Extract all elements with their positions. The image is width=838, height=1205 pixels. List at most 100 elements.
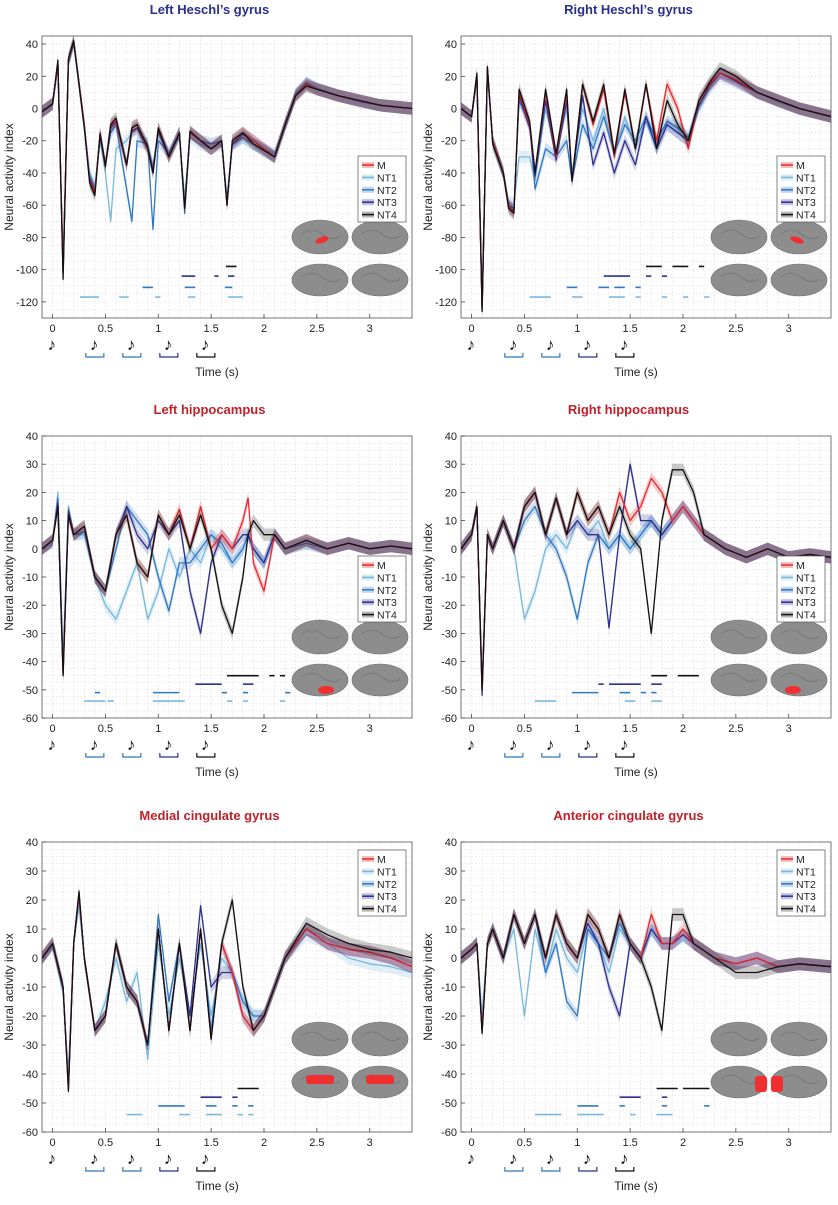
brain-sulcus bbox=[720, 1074, 760, 1084]
note-icon: ♪ bbox=[620, 735, 629, 754]
x-tick-label: 0 bbox=[469, 1137, 475, 1149]
x-tick-label: 2.5 bbox=[728, 323, 743, 335]
note-icon: ♪ bbox=[90, 735, 99, 754]
legend-box bbox=[776, 155, 826, 223]
series-line-NT4 bbox=[461, 913, 831, 1035]
roi-marker bbox=[306, 1075, 334, 1084]
y-tick-label: -60 bbox=[22, 713, 38, 725]
note-bracket bbox=[541, 353, 561, 358]
y-tick-label: -40 bbox=[22, 168, 38, 180]
brain-view bbox=[351, 619, 409, 655]
y-tick-label: -80 bbox=[22, 232, 38, 244]
y-tick-label: 10 bbox=[445, 924, 457, 936]
series-line-M bbox=[461, 477, 831, 691]
note-icon: ♪ bbox=[90, 1149, 99, 1168]
legend-label: M bbox=[796, 560, 805, 572]
x-tick-label: 0.5 bbox=[98, 723, 113, 735]
brain-sulcus bbox=[361, 1031, 401, 1041]
x-axis-label: Time (s) bbox=[195, 1179, 239, 1193]
x-tick-label: 3 bbox=[786, 723, 792, 735]
plot-area bbox=[42, 486, 412, 702]
legend-label: NT3 bbox=[377, 597, 397, 609]
roi-marker bbox=[318, 686, 334, 694]
brain-view bbox=[291, 663, 349, 697]
x-axis-label: Time (s) bbox=[614, 365, 658, 379]
series-band-NT3 bbox=[42, 887, 412, 1095]
brain-view bbox=[291, 619, 349, 655]
note-icon: ♪ bbox=[546, 1149, 555, 1168]
y-tick-label: 40 bbox=[26, 837, 38, 849]
brain-inset bbox=[291, 1021, 409, 1099]
y-tick-label: -100 bbox=[435, 265, 457, 277]
brain-view bbox=[291, 219, 349, 255]
note-bracket bbox=[578, 1167, 598, 1172]
note-bracket bbox=[85, 753, 105, 758]
x-tick-label: 2 bbox=[680, 723, 686, 735]
y-tick-label: -50 bbox=[22, 685, 38, 697]
x-tick-label: 1.5 bbox=[622, 1137, 637, 1149]
chart-panel-0: Left Heschl’s gyrus 40 20 0 -20 -40 -60 -80 -10… bbox=[0, 0, 419, 400]
note-icon: ♪ bbox=[164, 735, 173, 754]
legend-label: M bbox=[377, 854, 386, 866]
y-tick-label: 30 bbox=[26, 459, 38, 471]
x-tick-label: 0 bbox=[469, 323, 475, 335]
x-tick-label: 1 bbox=[574, 1137, 580, 1149]
brain-sulcus bbox=[361, 672, 401, 682]
brain-view bbox=[351, 1021, 409, 1057]
legend-label: NT1 bbox=[796, 866, 816, 878]
x-tick-label: 2.5 bbox=[309, 723, 324, 735]
x-tick-label: 3 bbox=[786, 323, 792, 335]
series-band-NT4 bbox=[42, 884, 412, 1098]
note-icon: ♪ bbox=[467, 335, 476, 354]
chart-svg: 40 30 20 10 0 -10 -20 -30 -40 -50 -60 0 0.5 1 1.5 2 2.5 3… bbox=[421, 431, 832, 779]
legend-box bbox=[776, 555, 826, 623]
x-tick-label: 0 bbox=[50, 323, 56, 335]
y-axis-label: Neural activity index bbox=[2, 123, 16, 230]
brain-sulcus bbox=[780, 1031, 820, 1041]
y-tick-label: 0 bbox=[451, 104, 457, 116]
chart-panel-1: Right Heschl’s gyrus 40 20 0 -20 -40 -60 -80 -1… bbox=[419, 0, 838, 400]
note-bracket bbox=[504, 1167, 524, 1172]
brain-sulcus bbox=[720, 1031, 760, 1041]
x-tick-label: 1.5 bbox=[622, 323, 637, 335]
legend-label: NT4 bbox=[796, 210, 816, 222]
y-tick-label: -100 bbox=[16, 265, 38, 277]
brain-inset bbox=[710, 1021, 828, 1099]
brain-view bbox=[291, 263, 349, 297]
x-axis-label: Time (s) bbox=[195, 765, 239, 779]
x-tick-label: 1 bbox=[155, 1137, 161, 1149]
y-tick-label: -50 bbox=[441, 1098, 457, 1110]
brain-view bbox=[710, 1021, 768, 1057]
y-tick-label: 20 bbox=[26, 487, 38, 499]
x-tick-label: 2 bbox=[680, 1137, 686, 1149]
brain-sulcus bbox=[361, 272, 401, 282]
note-icon: ♪ bbox=[546, 735, 555, 754]
note-bracket bbox=[541, 753, 561, 758]
brain-view bbox=[770, 263, 828, 297]
y-tick-label: 30 bbox=[445, 459, 457, 471]
chart-panel-5: Anterior cingulate gyrus 40 30 20 10 0 -10 -20… bbox=[419, 800, 838, 1200]
legend-label: NT3 bbox=[377, 891, 397, 903]
y-tick-label: -40 bbox=[22, 657, 38, 669]
legend-label: M bbox=[796, 854, 805, 866]
legend-box bbox=[357, 849, 407, 917]
series-band-NT1 bbox=[461, 500, 831, 691]
x-tick-label: 3 bbox=[786, 1137, 792, 1149]
series-line-NT4 bbox=[42, 890, 412, 1093]
x-tick-label: 1.5 bbox=[203, 323, 218, 335]
note-bracket bbox=[615, 353, 635, 358]
plot-frame bbox=[460, 35, 832, 319]
legend-label: M bbox=[377, 560, 386, 572]
y-tick-label: 0 bbox=[451, 544, 457, 556]
brain-view bbox=[351, 263, 409, 297]
brain-sulcus bbox=[780, 672, 820, 682]
x-tick-label: 0.5 bbox=[517, 1137, 532, 1149]
brain-inset bbox=[710, 219, 828, 297]
note-bracket bbox=[578, 353, 598, 358]
x-tick-label: 2.5 bbox=[728, 1137, 743, 1149]
y-tick-label: -30 bbox=[441, 1040, 457, 1052]
brain-sulcus bbox=[720, 229, 760, 239]
